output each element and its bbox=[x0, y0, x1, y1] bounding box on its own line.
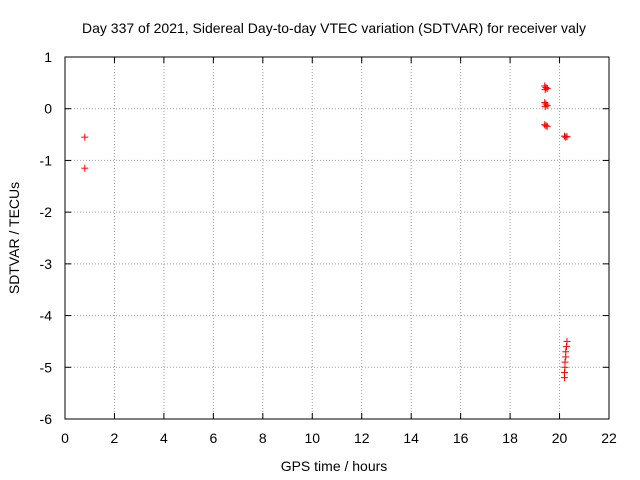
grid bbox=[65, 57, 609, 419]
data-point bbox=[541, 86, 549, 94]
x-tick-label: 8 bbox=[259, 430, 267, 446]
x-axis-label: GPS time / hours bbox=[281, 458, 388, 474]
x-tick-label: 20 bbox=[552, 430, 568, 446]
x-tick-label: 18 bbox=[502, 430, 518, 446]
y-tick-label: -6 bbox=[40, 411, 53, 427]
y-axis-label: SDTVAR / TECUs bbox=[6, 182, 22, 294]
data-point bbox=[541, 103, 549, 111]
data-point bbox=[543, 122, 551, 130]
y-tick-label: -3 bbox=[40, 256, 53, 272]
x-tick-label: 4 bbox=[160, 430, 168, 446]
data-point bbox=[542, 122, 550, 130]
x-tick-label: 10 bbox=[304, 430, 320, 446]
x-tick-label: 22 bbox=[601, 430, 617, 446]
y-tick-label: -1 bbox=[40, 152, 53, 168]
data-point bbox=[562, 343, 570, 351]
x-tick-label: 0 bbox=[61, 430, 69, 446]
x-tick-label: 14 bbox=[403, 430, 419, 446]
plot-frame bbox=[64, 56, 610, 420]
data-point bbox=[81, 164, 89, 172]
data-point bbox=[562, 353, 570, 361]
data-point bbox=[562, 133, 570, 141]
x-tick-label: 2 bbox=[111, 430, 119, 446]
y-tick-label: -4 bbox=[40, 308, 53, 324]
data-points bbox=[81, 82, 571, 382]
y-tick-label: 0 bbox=[44, 101, 52, 117]
data-point bbox=[560, 374, 568, 382]
x-tick-label: 12 bbox=[354, 430, 370, 446]
y-tick-label: -2 bbox=[40, 204, 53, 220]
y-tick-labels: 1 0 -1 -2 -3 -4 -5 -6 bbox=[40, 49, 53, 427]
chart-title: Day 337 of 2021, Sidereal Day-to-day VTE… bbox=[82, 20, 586, 36]
y-tick-label: 1 bbox=[44, 49, 52, 65]
axis-ticks bbox=[64, 56, 610, 420]
x-tick-labels: 0 2 4 6 8 10 12 14 16 18 20 22 bbox=[61, 430, 617, 446]
y-tick-label: -5 bbox=[40, 359, 53, 375]
x-tick-label: 6 bbox=[209, 430, 217, 446]
data-point bbox=[563, 133, 571, 141]
data-point bbox=[81, 133, 89, 141]
x-tick-label: 16 bbox=[453, 430, 469, 446]
